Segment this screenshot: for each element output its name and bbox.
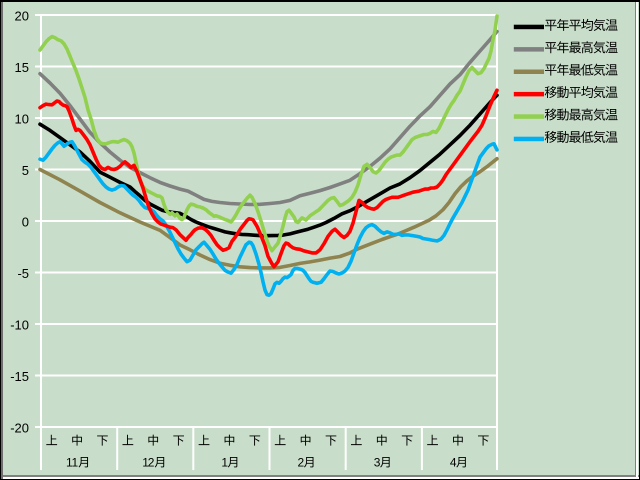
svg-text:12: 12 — [142, 456, 155, 470]
svg-text:20: 20 — [15, 9, 29, 24]
svg-text:-15: -15 — [10, 369, 29, 384]
svg-text:3: 3 — [374, 456, 381, 470]
svg-text:-20: -20 — [10, 421, 29, 436]
svg-text:2: 2 — [298, 456, 305, 470]
svg-text:-10: -10 — [10, 318, 29, 333]
svg-text:1: 1 — [221, 456, 228, 470]
svg-text:11: 11 — [66, 456, 79, 470]
svg-text:4: 4 — [450, 456, 457, 470]
svg-text:10: 10 — [15, 112, 29, 127]
svg-text:0: 0 — [22, 215, 29, 230]
svg-text:15: 15 — [15, 60, 29, 75]
svg-text:5: 5 — [22, 163, 29, 178]
svg-text:-5: -5 — [17, 266, 29, 281]
